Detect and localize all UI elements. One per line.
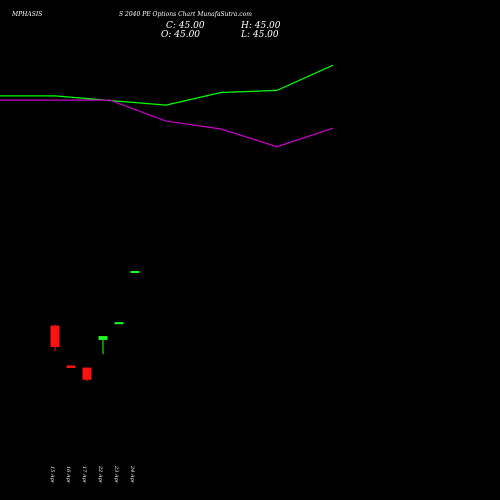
x-tick-label: 23 Apr xyxy=(113,465,119,484)
candle-body xyxy=(130,271,140,273)
candle-body xyxy=(82,367,92,380)
indicator-lines xyxy=(0,64,334,148)
candle-23-apr xyxy=(114,322,124,325)
x-tick-label: 15 Apr xyxy=(49,466,55,484)
x-tick-label: 16 Apr xyxy=(65,466,71,484)
indicator-line-2 xyxy=(0,99,334,148)
x-tick-label: 22 Apr xyxy=(97,465,103,484)
close-value: C: 45.00 xyxy=(166,21,205,31)
candle-17-apr xyxy=(82,367,92,381)
x-tick-label: 17 Apr xyxy=(81,466,87,484)
high-value: H: 45.00 xyxy=(240,21,281,31)
candle-body xyxy=(66,365,76,368)
chart-symbol: MPHASIS xyxy=(11,11,42,18)
candle-body xyxy=(50,325,60,347)
candle-body xyxy=(114,322,124,325)
candle-body xyxy=(98,336,108,340)
low-value: L: 45.00 xyxy=(240,30,279,40)
candle-22-apr xyxy=(98,336,108,355)
indicator-line-1 xyxy=(0,64,334,106)
x-axis-ticks: 15 Apr 16 Apr 17 Apr 22 Apr 23 Apr 24 Apr xyxy=(49,465,135,484)
open-value: O: 45.00 xyxy=(161,30,200,40)
candle-16-apr xyxy=(66,365,76,368)
candle-24-apr xyxy=(130,271,140,273)
chart-title: S 2040 PE Options Chart MunafaSutra.com xyxy=(119,11,252,18)
candlesticks xyxy=(50,271,140,381)
x-tick-label: 24 Apr xyxy=(129,465,135,484)
candle-15-apr xyxy=(50,324,60,352)
